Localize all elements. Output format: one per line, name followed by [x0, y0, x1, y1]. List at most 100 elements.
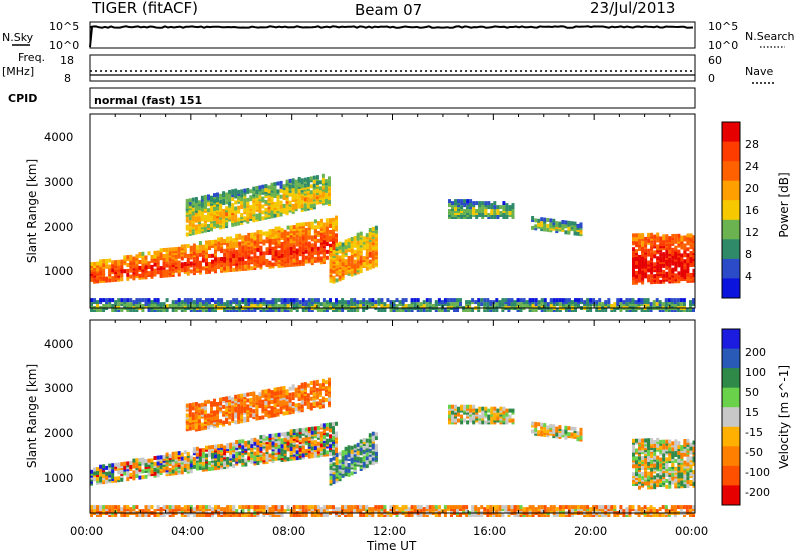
heatmap-cell: [237, 406, 241, 410]
heatmap-cell: [262, 231, 266, 236]
heatmap-cell: [647, 248, 651, 253]
heatmap-cell: [255, 193, 259, 198]
heatmap-cell: [126, 302, 130, 307]
heatmap-cell: [540, 221, 544, 226]
heatmap-cell: [279, 184, 283, 189]
heatmap-cell: [250, 444, 254, 448]
heatmap-cell: [332, 422, 335, 427]
heatmap-cell: [310, 225, 314, 230]
heatmap-cell: [207, 399, 210, 404]
heatmap-cell: [674, 233, 678, 238]
heatmap-cell: [205, 453, 208, 458]
heatmap-cell: [286, 298, 290, 303]
heatmap-cell: [374, 444, 378, 448]
power-tick-12: 12: [745, 226, 759, 239]
heatmap-cell: [496, 412, 500, 417]
noise-left-label: N.Sky: [2, 31, 34, 44]
heatmap-cell: [289, 262, 293, 267]
heatmap-cell: [338, 465, 342, 470]
heatmap-cell: [644, 463, 648, 468]
heatmap-cell: [325, 234, 329, 239]
heatmap-cell: [319, 443, 323, 448]
heatmap-cell: [480, 298, 484, 303]
colorbar-swatch: [722, 141, 740, 162]
heatmap-cell: [324, 192, 328, 197]
heatmap-cell: [168, 251, 172, 256]
heatmap-cell: [647, 438, 651, 443]
heatmap-cell: [487, 213, 491, 217]
heatmap-cell: [114, 308, 118, 312]
heatmap-cell: [292, 254, 296, 259]
heatmap-cell: [241, 439, 245, 444]
heatmap-cell: [279, 180, 283, 185]
heatmap-cell: [686, 253, 690, 258]
heatmap-cell: [262, 456, 266, 461]
heatmap-cell: [228, 421, 232, 426]
heatmap-cell: [313, 219, 317, 224]
heatmap-cell: [150, 458, 154, 463]
heatmap-cell: [481, 420, 485, 425]
heatmap-cell: [289, 308, 293, 312]
heatmap-cell: [368, 251, 372, 256]
heatmap-cell: [335, 457, 339, 461]
heatmap-cell: [246, 207, 250, 212]
heatmap-cell: [222, 397, 226, 401]
heatmap-cell: [201, 457, 205, 462]
heatmap-cell: [332, 428, 335, 432]
heatmap-cell: [237, 394, 241, 399]
heatmap-cell: [232, 238, 236, 243]
heatmap-cell: [448, 199, 451, 204]
heatmap-cell: [108, 304, 112, 308]
heatmap-cell: [315, 387, 319, 392]
heatmap-cell: [443, 298, 447, 303]
heatmap-cell: [141, 298, 145, 303]
heatmap-cell: [191, 424, 195, 429]
heatmap-cell: [531, 421, 535, 426]
heatmap-cell: [168, 304, 172, 308]
heatmap-cell: [347, 238, 351, 243]
heatmap-cell: [341, 242, 345, 247]
heatmap-cell: [90, 308, 93, 312]
heatmap-cell: [481, 410, 485, 415]
heatmap-cell: [120, 259, 124, 264]
heatmap-cell: [222, 201, 226, 205]
heatmap-cell: [238, 261, 242, 266]
heatmap-cell: [96, 300, 99, 305]
heatmap-cell: [619, 308, 623, 312]
heatmap-cell: [238, 241, 242, 246]
heatmap-cell: [680, 245, 684, 250]
heatmap-cell: [192, 447, 196, 452]
heatmap-cell: [280, 228, 284, 233]
heatmap-cell: [96, 261, 99, 266]
heatmap-cell: [319, 218, 323, 223]
heatmap-cell: [344, 454, 348, 459]
heatmap-cell: [564, 298, 568, 303]
heatmap-cell: [307, 427, 311, 432]
heatmap-cell: [298, 300, 302, 305]
heatmap-cell: [132, 256, 136, 261]
heatmap-cell: [322, 234, 326, 239]
heatmap-cell: [210, 223, 213, 228]
heatmap-cell: [561, 220, 565, 224]
heatmap-cell: [279, 410, 283, 415]
heatmap-cell: [692, 308, 695, 312]
heatmap-cell: [344, 259, 348, 264]
heatmap-cell: [285, 209, 289, 214]
heatmap-cell: [546, 302, 550, 307]
heatmap-cell: [665, 271, 669, 276]
heatmap-cell: [564, 220, 568, 225]
heatmap-cell: [268, 433, 272, 438]
heatmap-cell: [270, 182, 274, 187]
heatmap-cell: [505, 203, 509, 208]
heatmap-cell: [650, 274, 654, 279]
heatmap-cell: [310, 253, 314, 258]
heatmap-cell: [316, 256, 320, 261]
heatmap-cell: [259, 446, 263, 451]
heatmap-cell: [226, 242, 230, 247]
heatmap-cell: [174, 300, 178, 305]
heatmap-cell: [141, 457, 145, 462]
heatmap-cell: [495, 298, 499, 303]
heatmap-cell: [437, 298, 441, 303]
heatmap-cell: [576, 431, 580, 436]
